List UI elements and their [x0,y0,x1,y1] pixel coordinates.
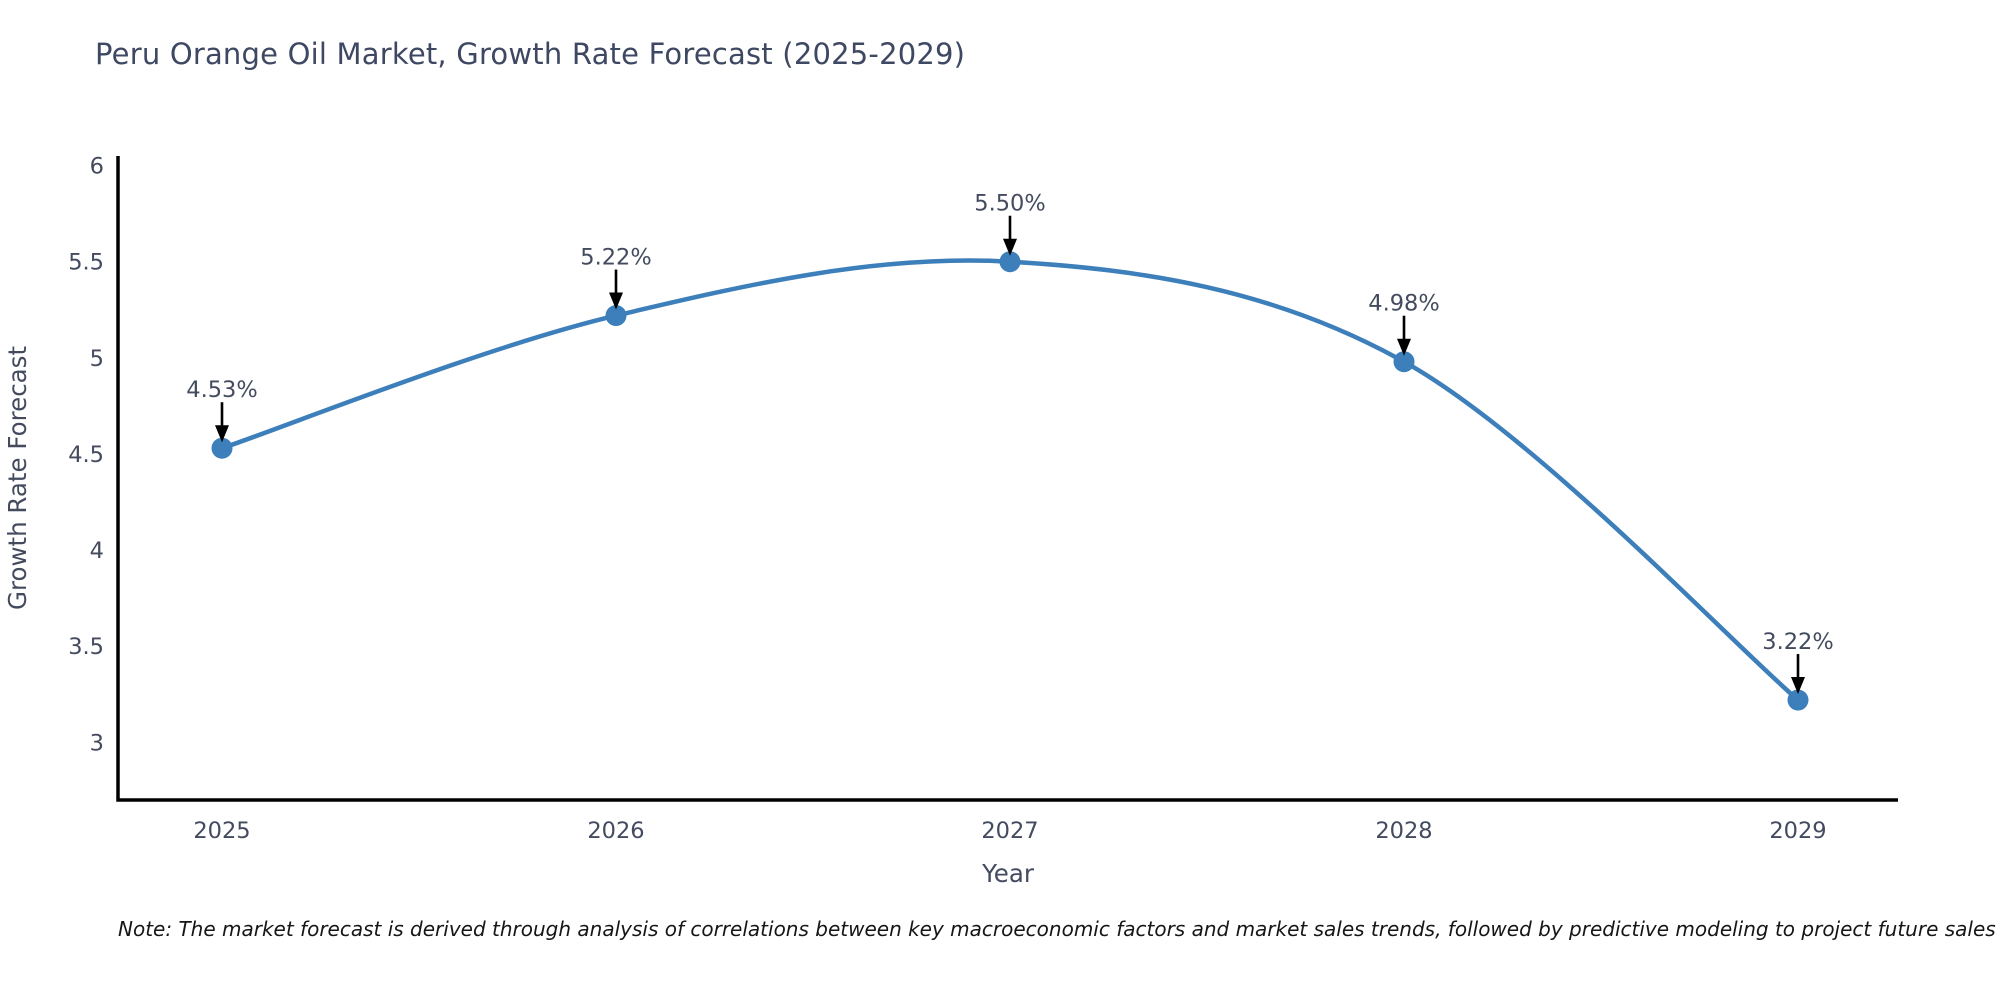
y-tick-label: 3.5 [68,634,104,660]
x-tick-label: 2027 [981,818,1038,844]
x-tick-label: 2026 [587,818,644,844]
y-tick-label: 3 [90,730,104,756]
annotation-arrow-head [1791,677,1805,695]
x-axis-title: Year [981,859,1035,888]
x-tick-label: 2029 [1769,818,1826,844]
chart-title: Peru Orange Oil Market, Growth Rate Fore… [95,37,966,71]
point-annotation: 3.22% [1762,629,1833,655]
forecast-line [219,258,1801,703]
y-tick-label: 5 [90,346,104,372]
data-point [1393,351,1415,373]
data-point [211,437,233,459]
annotation-arrow-head [609,292,623,310]
point-annotation: 4.98% [1368,291,1439,317]
annotation-arrow-head [1003,238,1017,256]
point-annotation: 5.50% [974,191,1045,217]
x-tick-label: 2028 [1375,818,1432,844]
y-tick-label: 5.5 [68,250,104,276]
y-tick-label: 4 [90,538,104,564]
annotation-arrow-head [215,425,229,443]
point-annotation: 5.22% [580,245,651,271]
y-axis-title: Growth Rate Forecast [3,346,32,610]
annotation-arrow-head [1397,338,1411,356]
data-point [1787,689,1809,711]
data-point [605,305,627,327]
y-tick-label: 6 [90,154,104,180]
x-tick-label: 2025 [193,818,250,844]
data-point [999,251,1021,273]
y-tick-label: 4.5 [68,442,104,468]
note-text: Note: The market forecast is derived thr… [118,917,1996,941]
axis-lines [116,156,1898,802]
point-annotation: 4.53% [186,377,257,403]
